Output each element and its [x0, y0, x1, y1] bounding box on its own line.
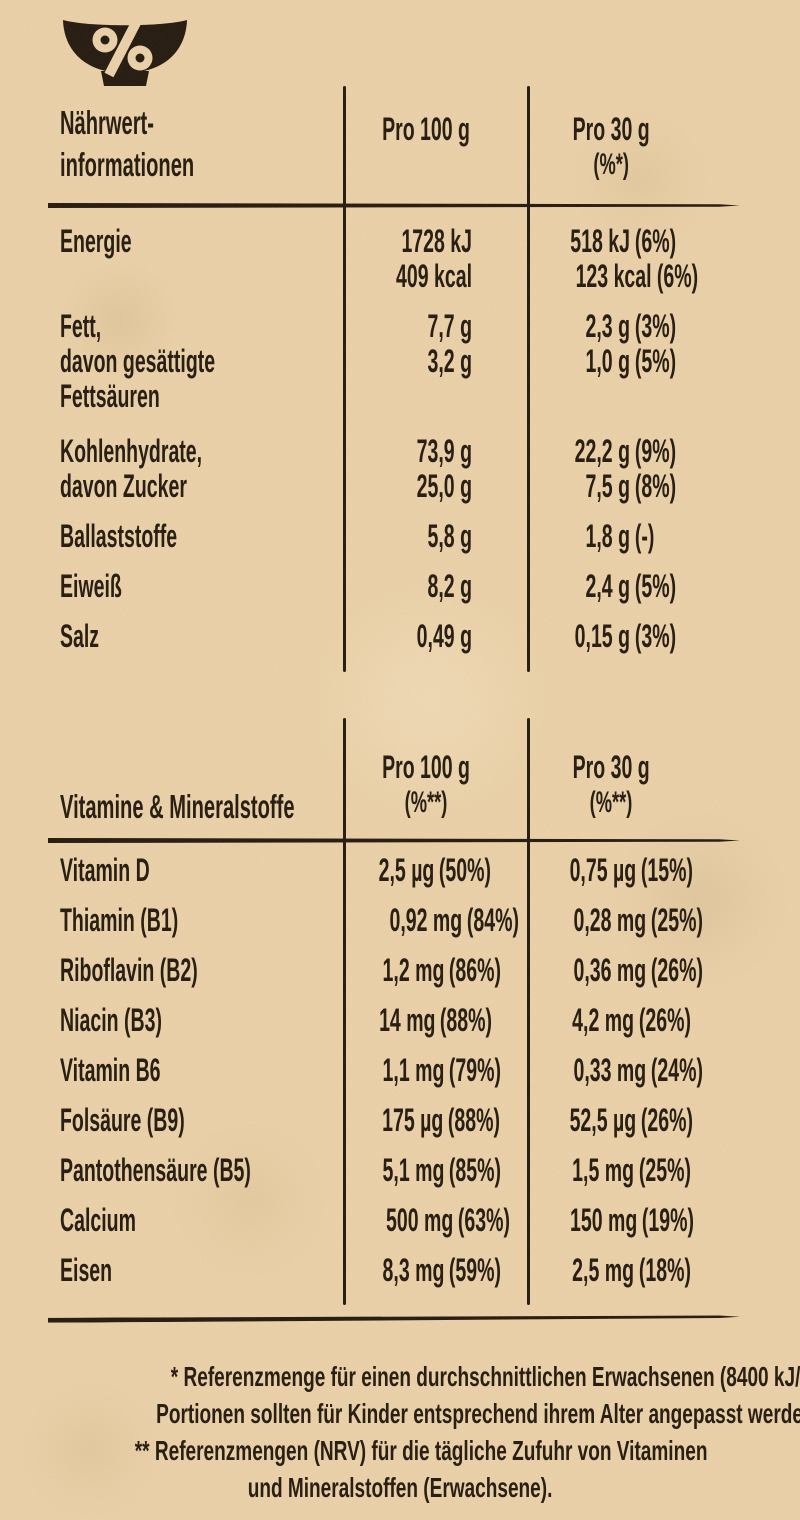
col-header-note: (%*) [593, 148, 630, 181]
value-per30: 0,33 mg (24%) [573, 1052, 704, 1088]
row-label: Vitamin D [60, 852, 150, 888]
value-per100: 500 mg (63%) [386, 1202, 511, 1238]
row-eisen: Eisen 8,3 mg (59%) 2,5 mg (18%) [48, 1253, 740, 1288]
row-calcium: Calcium 500 mg (63%) 150 mg (19%) [48, 1203, 740, 1238]
row-eiweiss: Eiweiß 8,2 g 2,4 g (5%) [48, 569, 740, 604]
value-per30: 1,8 g (-) [585, 518, 655, 554]
title-line: Nährwert- [60, 104, 154, 141]
value-per30: 518 kJ (6%) 123 kcal (6%) [570, 223, 698, 294]
row-label: Niacin (B3) [60, 1002, 162, 1038]
value-per100: 8,3 mg (59%) [382, 1252, 502, 1288]
row-fett: Fett, davon gesättigte Fettsäuren 7,7 g … [48, 309, 740, 414]
value-per100: 1728 kJ 409 kcal [396, 223, 472, 294]
row-pantothensaeure: Pantothensäure (B5) 5,1 mg (85%) 1,5 mg (2… [48, 1153, 740, 1188]
footnote-line: Portionen sollten für Kinder entsprechen… [156, 1398, 800, 1429]
row-label: Folsäure (B9) [60, 1102, 185, 1138]
row-label: Pantothensäure (B5) [60, 1152, 251, 1188]
value-per100: 8,2 g [427, 568, 472, 604]
row-label: Ballaststoffe [60, 518, 178, 554]
value-per30: 4,2 mg (26%) [572, 1002, 691, 1038]
row-kohlenhydrate: Kohlenhydrate, davon Zucker 73,9 g 25,0 … [48, 434, 740, 504]
value-per100: 5,8 g [427, 518, 472, 554]
row-energie: Energie 1728 kJ 409 kcal 518 kJ (6%) 123 … [48, 224, 740, 294]
value-per30: 0,15 g (3%) [574, 618, 677, 654]
row-label: Fett, [60, 308, 102, 344]
row-riboflavin: Riboflavin (B2) 1,2 mg (86%) 0,36 mg (26%) [48, 953, 740, 988]
value-per30: 52,5 µg (26%) [569, 1102, 694, 1138]
col-header-note: (%**) [590, 786, 633, 819]
value-per100: 73,9 g 25,0 g [416, 433, 472, 504]
row-label: Eisen [60, 1252, 113, 1288]
row-niacin: Niacin (B3) 14 mg (88%) 4,2 mg (26%) [48, 1003, 740, 1038]
row-label: Kohlenhydrate, [60, 433, 203, 469]
value-per100: 14 mg (88%) [379, 1002, 493, 1038]
row-label: Salz [60, 618, 100, 654]
col-header-per100: Pro 100 g [382, 111, 470, 147]
value-per30: 2,5 mg (18%) [572, 1252, 691, 1288]
value-per30: 0,28 mg (25%) [573, 902, 704, 938]
row-label: Energie [60, 223, 132, 259]
header-rule [48, 838, 740, 843]
value-per100: 0,49 g [416, 618, 472, 654]
value-per30: 0,36 mg (26%) [573, 952, 704, 988]
row-ballaststoffe: Ballaststoffe 5,8 g 1,8 g (-) [48, 519, 740, 554]
vitamins-table: Pro 100 g (%**) Pro 30 g (%**) Vitamine … [48, 712, 740, 1320]
value-per100: 0,92 mg (84%) [389, 902, 520, 938]
value-per100: 1,2 mg (86%) [382, 952, 502, 988]
nutrition-table: Nährwert- informationen Pro 100 g Pro 30… [48, 84, 740, 686]
value-per30: 22,2 g (9%) 7,5 g (8%) [574, 433, 677, 504]
footnote-line: ** Referenzmengen (NRV) für die tägliche… [134, 1435, 708, 1466]
value-per30: 150 mg (19%) [570, 1202, 695, 1238]
value-per30: 2,4 g (5%) [585, 568, 677, 604]
footnote-line: und Mineralstoffen (Erwachsene). [247, 1472, 553, 1503]
vitamins-table-title: Vitamine & Mineralstoffe [60, 788, 295, 825]
title-line: informationen [60, 146, 195, 183]
value-per30: 0,75 µg (15%) [569, 852, 694, 888]
value-per100: 1,1 mg (79%) [382, 1052, 502, 1088]
row-thiamin: Thiamin (B1) 0,92 mg (84%) 0,28 mg (25%) [48, 903, 740, 938]
bowl-with-percent-icon [63, 14, 187, 86]
value-per30: 1,5 mg (25%) [572, 1152, 691, 1188]
nutrition-table-title: Nährwert- informationen [60, 102, 280, 186]
value-per100: 7,7 g 3,2 g [427, 308, 472, 379]
row-label: Thiamin (B1) [60, 902, 179, 938]
value-per100: 2,5 µg (50%) [378, 852, 492, 888]
row-salz: Salz 0,49 g 0,15 g (3%) [48, 619, 740, 654]
row-label: Vitamin B6 [60, 1052, 161, 1088]
row-label: Calcium [60, 1202, 136, 1238]
value-per100: 5,1 mg (85%) [382, 1152, 502, 1188]
row-folsaeure: Folsäure (B9) 175 µg (88%) 52,5 µg (26%) [48, 1103, 740, 1138]
value-per100: 175 µg (88%) [382, 1102, 501, 1138]
header-rule [48, 203, 740, 208]
row-vitamin-b6: Vitamin B6 1,1 mg (79%) 0,33 mg (24%) [48, 1053, 740, 1088]
value-per30: 2,3 g (3%) 1,0 g (5%) [585, 308, 677, 379]
col-header-per30: Pro 30 g (%**) [572, 749, 651, 820]
row-label: Riboflavin (B2) [60, 952, 198, 988]
row-label: Eiweiß [60, 568, 122, 604]
footnote-line: * Referenzmenge für einen durchschnittli… [170, 1361, 800, 1392]
col-header-per30: Pro 30 g (%*) [572, 111, 651, 182]
row-vitamin-d: Vitamin D 2,5 µg (50%) 0,75 µg (15%) [48, 853, 740, 888]
